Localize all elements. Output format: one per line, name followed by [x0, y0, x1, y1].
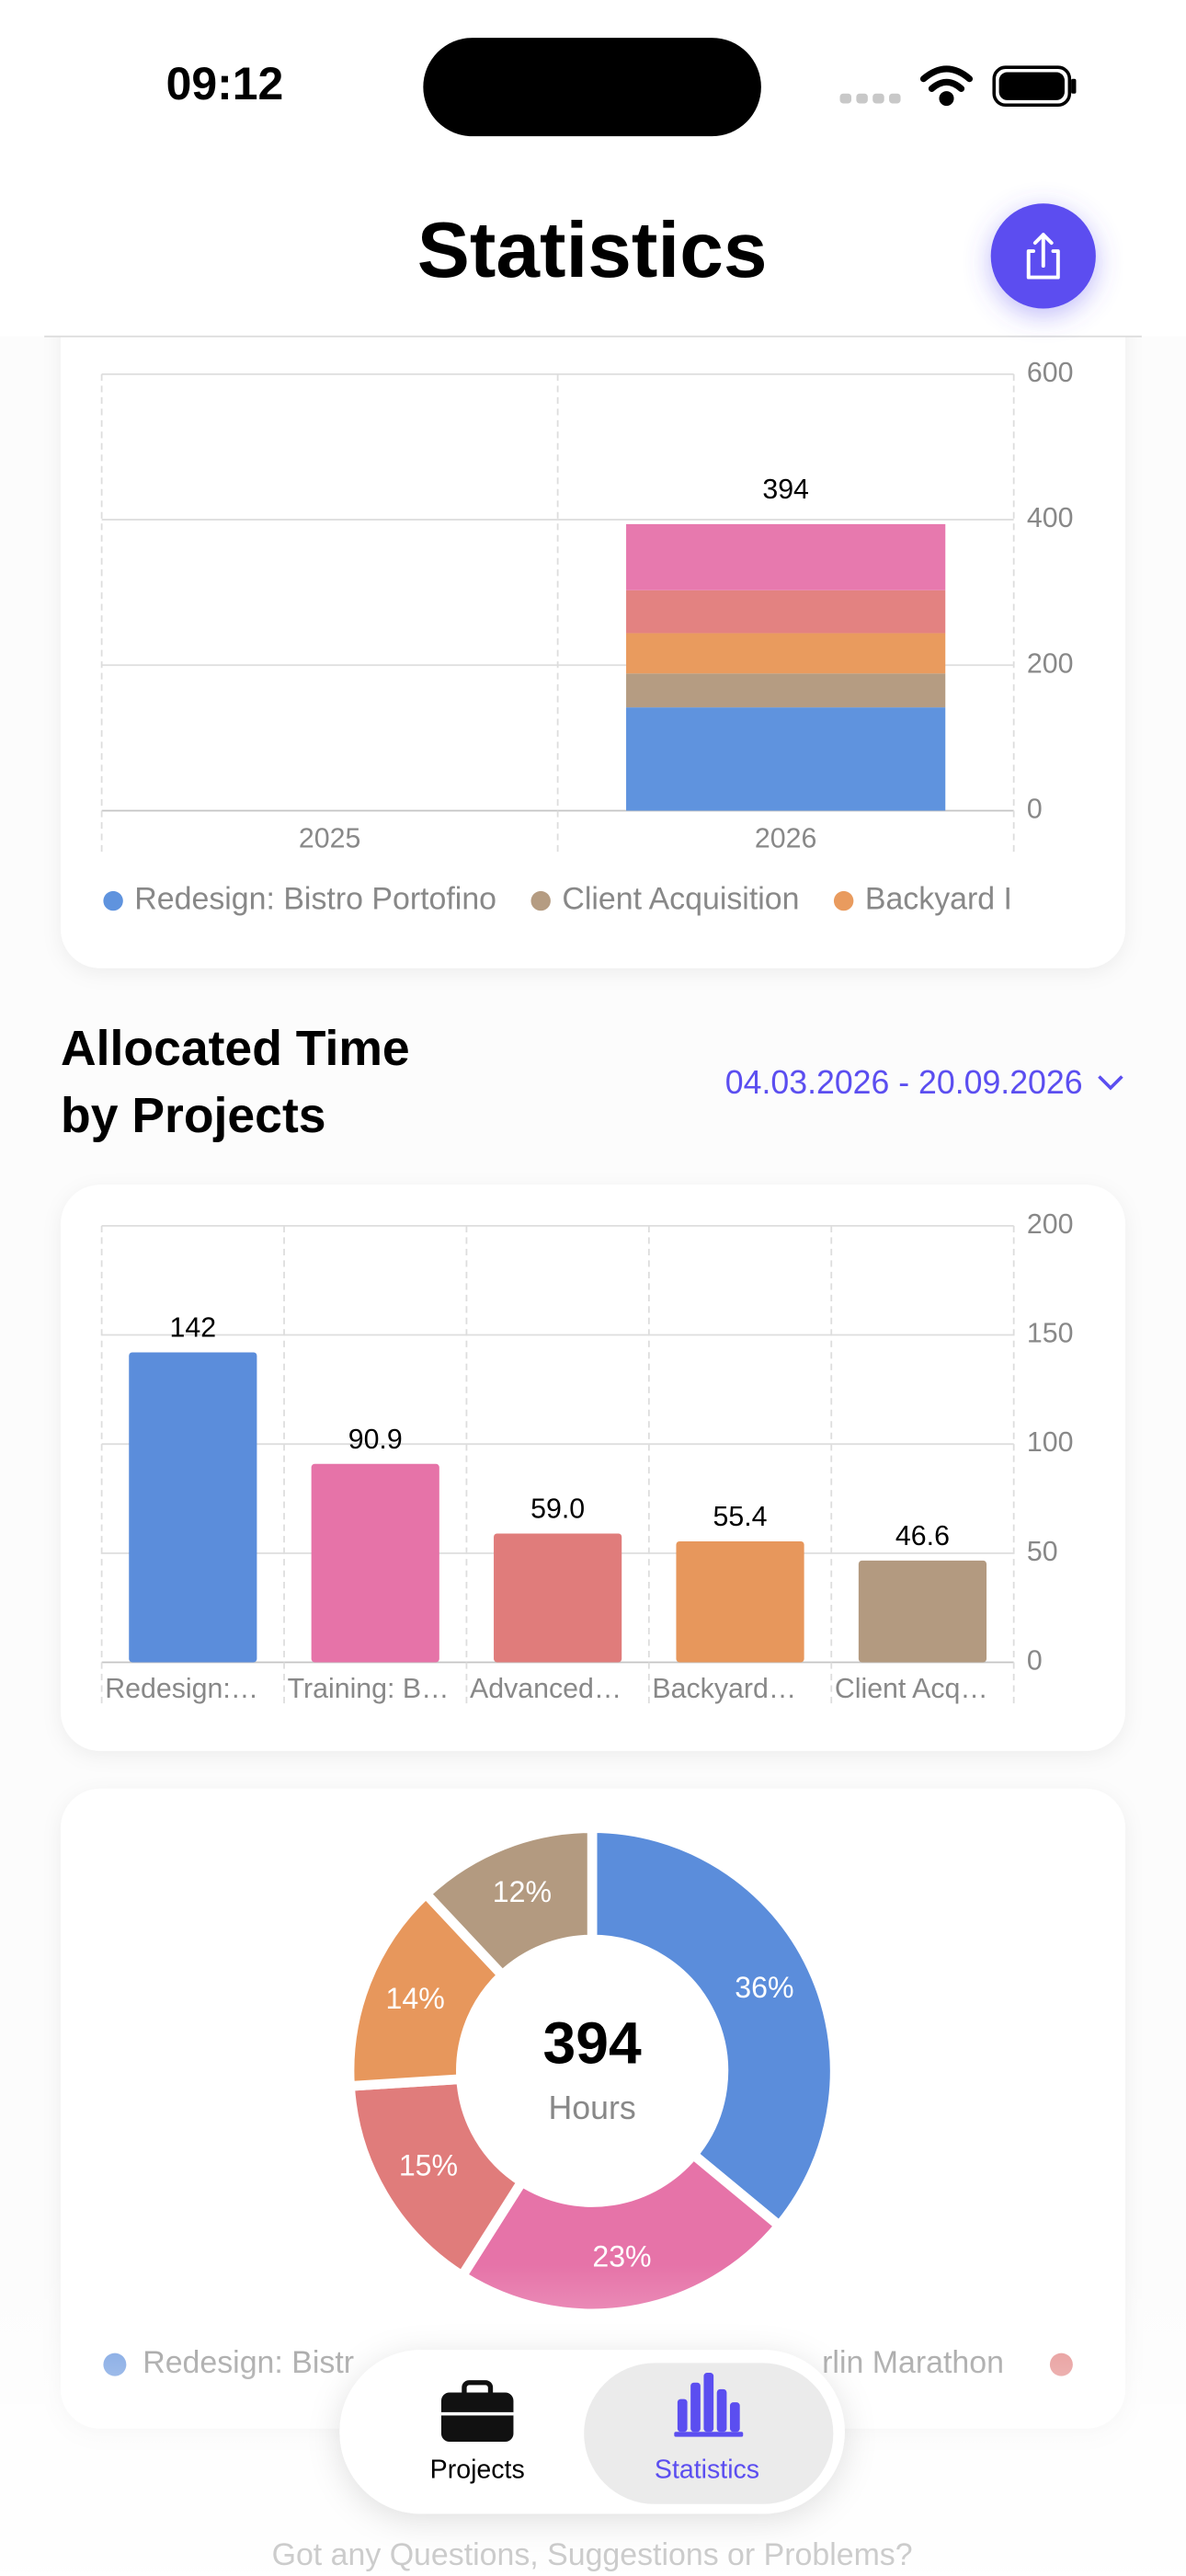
dynamic-island [423, 38, 761, 137]
segment-label: 14% [386, 1982, 445, 2015]
segment-label: 36% [735, 1971, 793, 2004]
date-range[interactable]: 04.03.2026 - 20.09.2026 [725, 1064, 1083, 1101]
bar-segment [626, 523, 946, 590]
bar-segment [626, 590, 946, 634]
value-label: 142 [170, 1313, 217, 1344]
legend-dot [530, 890, 551, 911]
x-tick-label: 2025 [299, 824, 360, 854]
legend-label: Backyard I [865, 882, 1012, 917]
y-tick-label: 600 [1027, 358, 1074, 388]
x-tick-label: Advanced… [470, 1674, 622, 1704]
segment-label: 12% [493, 1875, 552, 1908]
x-tick-label: Client Acq… [835, 1674, 988, 1704]
bar-segment [626, 673, 946, 708]
legend-label: Client Acquisition [562, 882, 799, 917]
legend-dot [833, 890, 854, 911]
share-icon[interactable] [1026, 233, 1060, 280]
footer-text[interactable]: Got any Questions, Suggestions or Proble… [272, 2537, 913, 2572]
bar [129, 1352, 257, 1663]
y-tick-label: 100 [1027, 1427, 1074, 1458]
y-tick-label: 200 [1027, 648, 1074, 679]
card [61, 279, 1125, 968]
y-tick-label: 0 [1027, 1645, 1043, 1676]
chevron[interactable] [1098, 1075, 1123, 1091]
y-tick-label: 150 [1027, 1319, 1074, 1349]
x-tick-label: 2026 [755, 824, 816, 854]
bar [676, 1541, 804, 1663]
page-title: Statistics [417, 206, 768, 294]
legend-dot [103, 890, 123, 911]
wifi [919, 65, 974, 107]
section-title: by Projects [61, 1089, 326, 1143]
section-title: Allocated Time [61, 1022, 410, 1076]
projects-icon[interactable] [440, 2380, 514, 2442]
legend-label: Redesign: Bistro Portofino [134, 882, 496, 917]
center-value: 394 [543, 2010, 642, 2077]
segment-label: 15% [399, 2149, 458, 2182]
tab-label[interactable]: Projects [430, 2456, 525, 2485]
bar [494, 1533, 622, 1663]
total-label: 394 [762, 475, 809, 505]
donut-segment [420, 1823, 598, 1981]
x-tick-label: Training: B… [288, 1674, 450, 1704]
value-label: 55.4 [713, 1502, 768, 1532]
overlay: Got any Questions, Suggestions or Proble… [0, 2264, 1186, 2572]
signal [839, 93, 901, 104]
y-tick-label: 200 [1027, 1209, 1074, 1240]
donut-segment [345, 2074, 527, 2282]
value-label: 90.9 [348, 1425, 403, 1455]
bar [311, 1463, 439, 1663]
bar-segment [626, 633, 946, 674]
bar-segment [626, 707, 946, 811]
donut-segment [344, 1888, 507, 2091]
tab-label[interactable]: Statistics [655, 2456, 759, 2485]
y-tick-label: 50 [1027, 1537, 1058, 1567]
value-label: 46.6 [895, 1521, 950, 1551]
y-tick-label: 0 [1027, 794, 1043, 824]
center-label: Hours [549, 2089, 636, 2126]
value-label: 59.0 [530, 1494, 585, 1525]
x-tick-label: Redesign:… [105, 1674, 258, 1704]
battery [992, 65, 1077, 108]
y-tick-label: 400 [1027, 503, 1074, 533]
x-tick-label: Backyard… [652, 1674, 796, 1704]
status-time: 09:12 [166, 58, 284, 109]
bar [858, 1560, 987, 1663]
content: Allocated Time by Projects 04.03.2026 - … [61, 279, 1125, 2429]
statistics-icon[interactable] [674, 2373, 744, 2437]
donut-segment [587, 1823, 840, 2231]
